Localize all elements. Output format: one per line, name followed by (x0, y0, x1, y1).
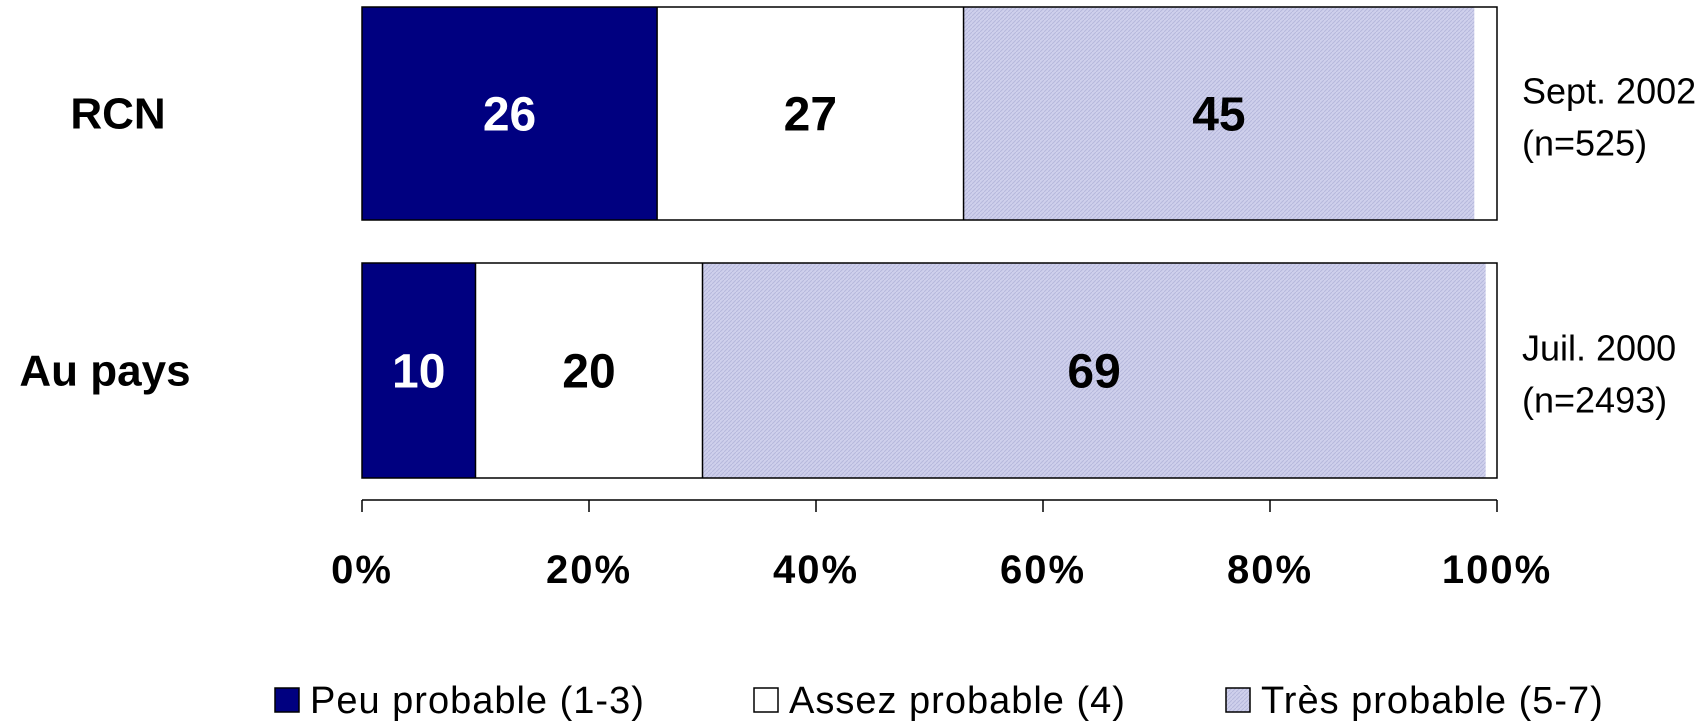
category-labels: RCN Au pays (19, 90, 190, 396)
bar-outline-rcn (361, 6, 1498, 221)
legend-label-tr-s-probable-5-7: Très probable (5-7) (1261, 680, 1604, 722)
value-label-rcn-peu-probable-1-3: 26 (483, 89, 536, 142)
bars: 26 27 45 10 20 69 (361, 6, 1498, 479)
x-axis: 0% 20% 40% 60% 80% 100% (331, 499, 1552, 592)
legend-swatch-assez-probable-4 (753, 687, 779, 713)
bar-segment-rcn-peu-probable-1-3 (362, 7, 658, 220)
bar-segment-rcn-assez-probable-4 (657, 7, 964, 220)
legend: Peu probable (1-3) Assez probable (4) Très… (274, 680, 1604, 722)
legend-swatch-peu-probable-1-3 (274, 687, 300, 713)
value-label-au-pays-assez-probable-4: 20 (562, 346, 615, 399)
bar-segment-au-pays-assez-probable-4 (475, 263, 703, 478)
value-label-rcn-tr-s-probable-5-7: 45 (1192, 89, 1245, 142)
x-tick-label: 0% (331, 548, 393, 592)
value-label-au-pays-tr-s-probable-5-7: 69 (1067, 346, 1120, 399)
bar-segment-rcn-tr-s-probable-5-7 (963, 7, 1475, 220)
x-tick-label: 40% (773, 548, 859, 592)
bar-segment-au-pays-tr-s-probable-5-7 (702, 263, 1486, 478)
category-note-rcn-1: Sept. 2002 (1522, 71, 1696, 112)
category-notes: Sept. 2002 (n=525) Juil. 2000 (n=2493) (1522, 71, 1696, 421)
category-note-rcn-2: (n=525) (1522, 123, 1647, 164)
category-label-rcn: RCN (70, 90, 165, 139)
bar-outline-au-pays (361, 262, 1498, 479)
x-tick-label: 100% (1442, 548, 1552, 592)
category-label-au-pays: Au pays (19, 347, 190, 396)
value-label-rcn-assez-probable-4: 27 (784, 89, 837, 142)
legend-label-assez-probable-4: Assez probable (4) (789, 680, 1126, 722)
legend-label-peu-probable-1-3: Peu probable (1-3) (310, 680, 645, 722)
category-note-au-pays-2: (n=2493) (1522, 380, 1667, 421)
bar-segment-au-pays-peu-probable-1-3 (362, 263, 476, 478)
value-label-au-pays-peu-probable-1-3: 10 (392, 346, 445, 399)
category-note-au-pays-1: Juil. 2000 (1522, 328, 1676, 369)
x-tick-label: 60% (1000, 548, 1086, 592)
x-tick-label: 20% (546, 548, 632, 592)
legend-swatch-tr-s-probable-5-7 (1225, 687, 1251, 713)
x-tick-label: 80% (1227, 548, 1313, 592)
